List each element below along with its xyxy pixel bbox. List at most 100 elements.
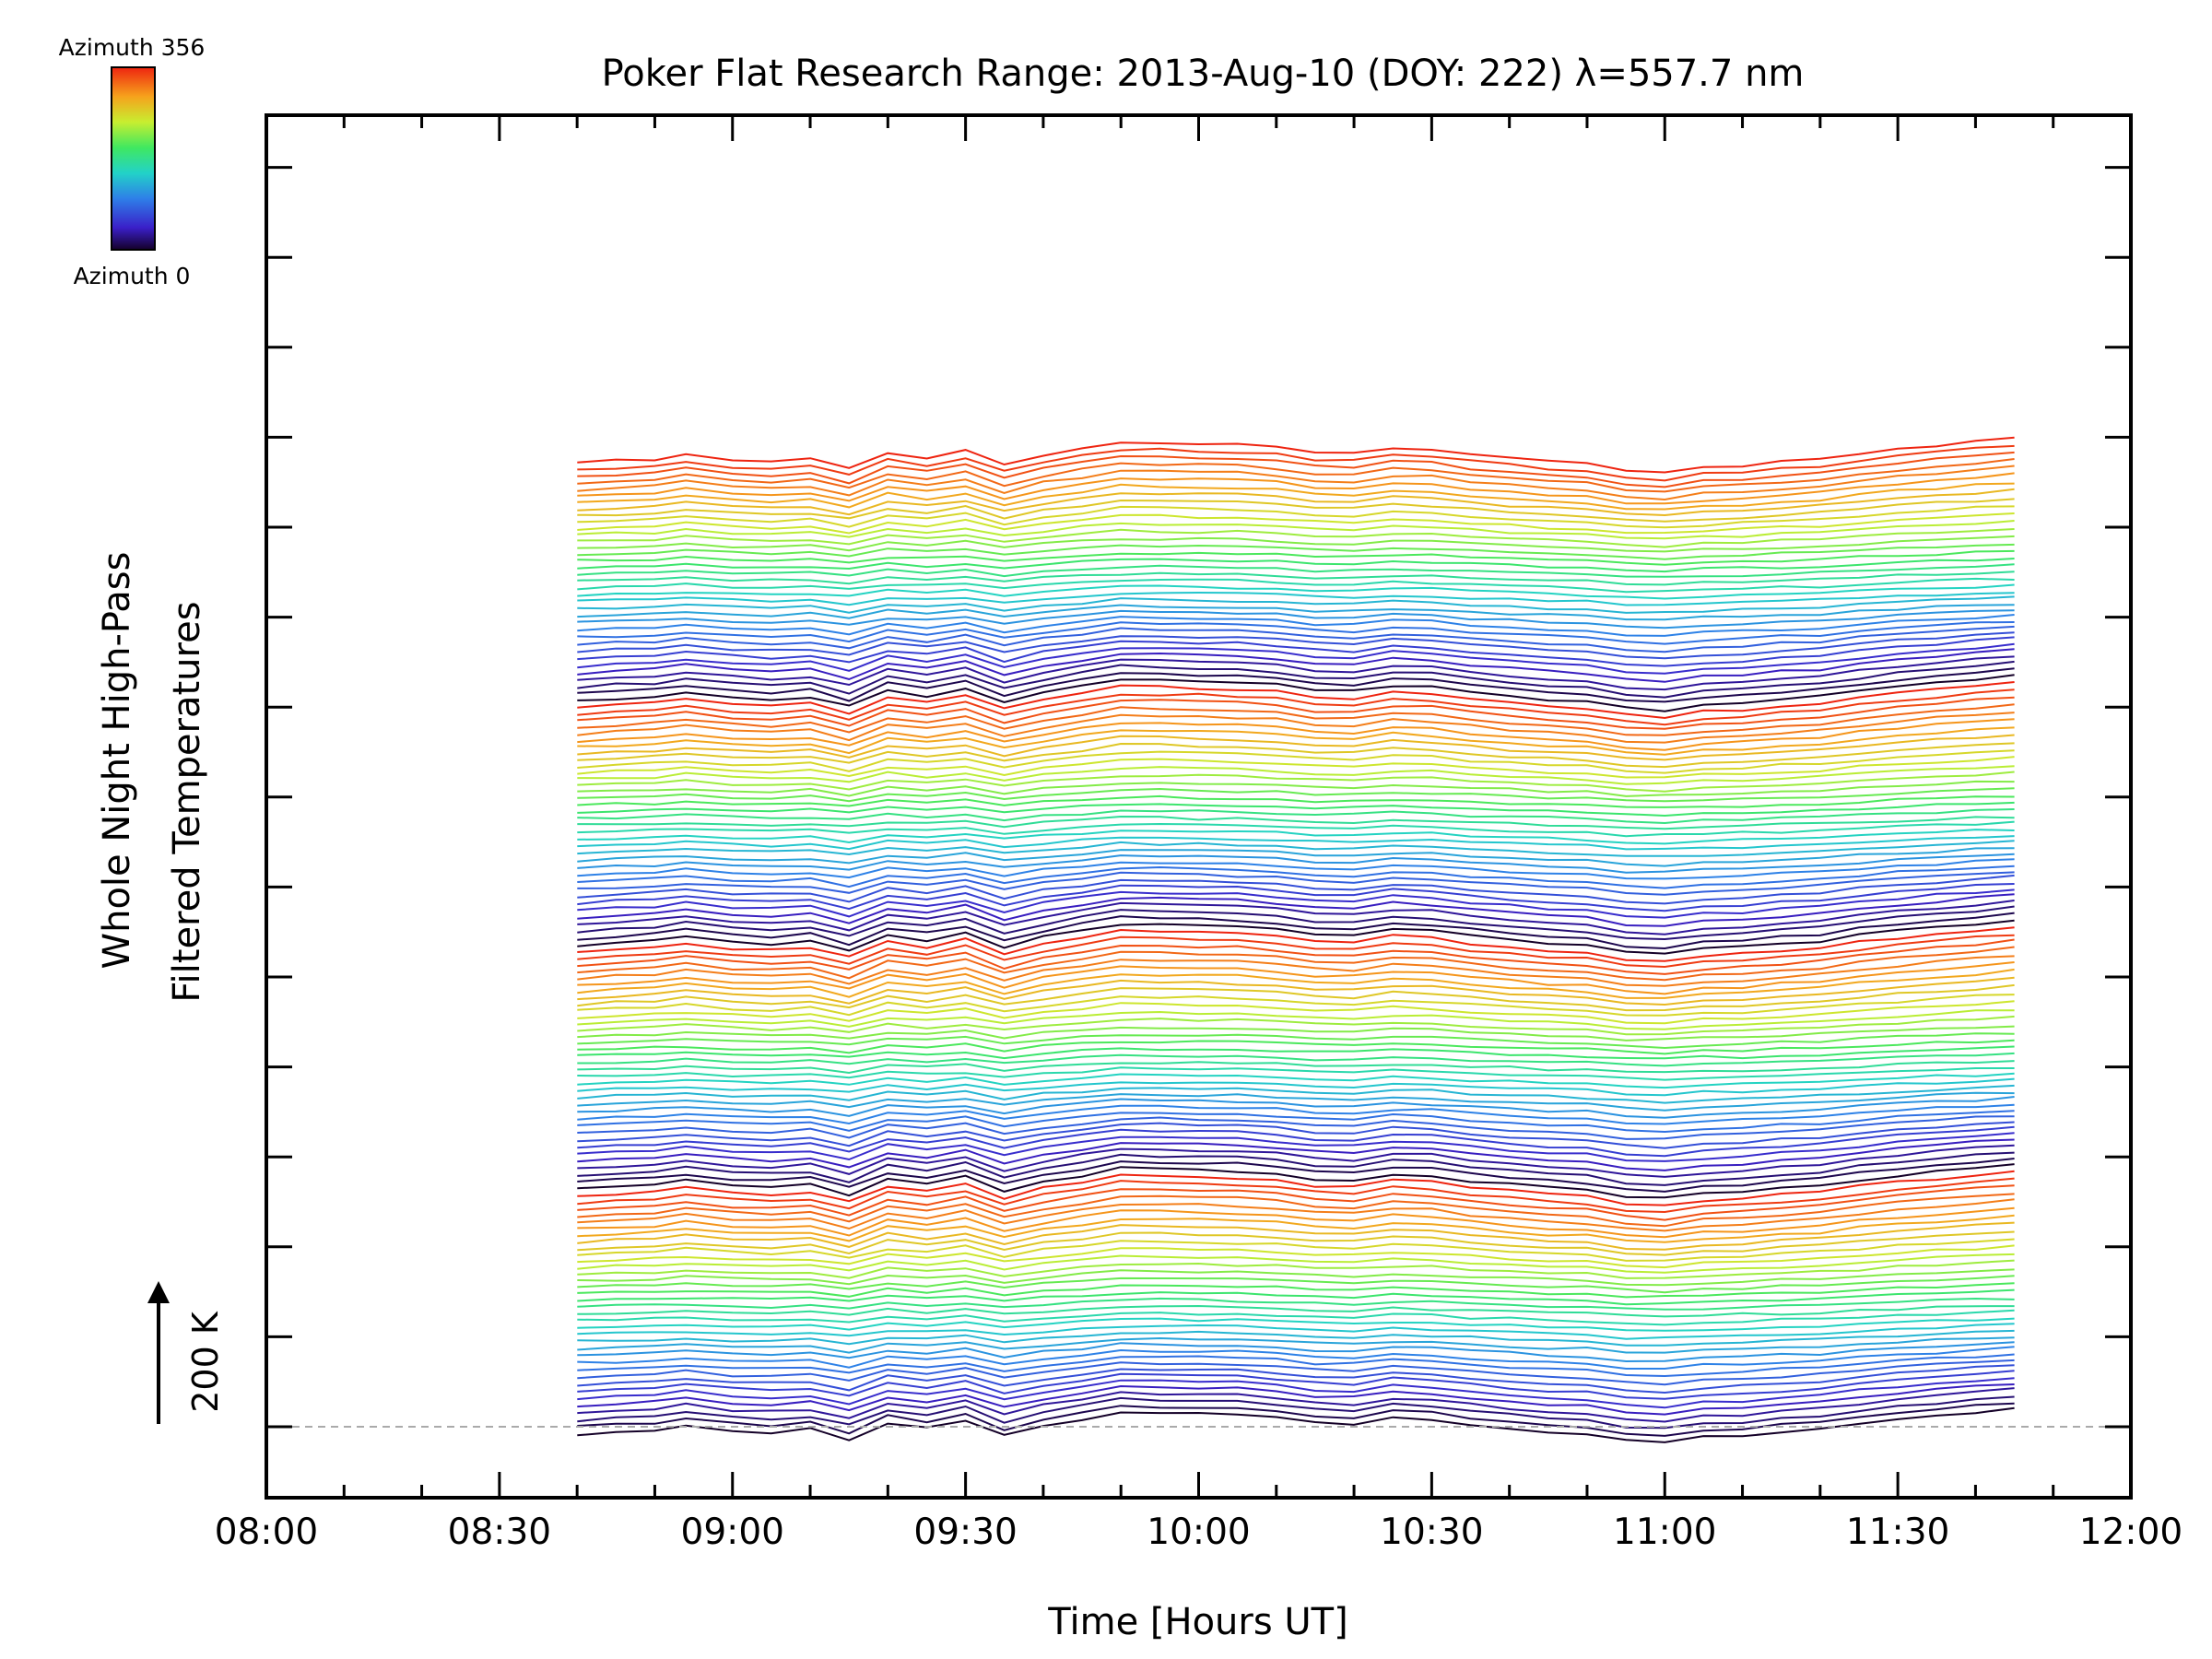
series-line	[577, 1193, 2015, 1228]
series-line	[577, 558, 2015, 573]
series-line	[577, 1115, 2015, 1140]
series-line	[577, 1125, 2015, 1158]
series-line	[577, 1297, 2015, 1311]
series-line	[577, 591, 2015, 606]
series-line	[577, 1144, 2015, 1178]
series-line	[577, 1353, 2015, 1378]
series-line	[577, 858, 2015, 880]
series-line	[577, 718, 2015, 751]
series-line	[577, 625, 2015, 653]
series-line	[577, 1282, 2015, 1299]
series-line	[577, 436, 2015, 474]
x-tick-label: 08:30	[448, 1512, 551, 1553]
series-line	[577, 1045, 2015, 1060]
series-line	[577, 1170, 2015, 1206]
series-line	[577, 674, 2015, 712]
series-line	[577, 482, 2015, 511]
series-line	[577, 660, 2015, 699]
series-line	[577, 1066, 2015, 1081]
series-line	[577, 712, 2015, 744]
series-line	[577, 983, 2015, 1012]
series-line	[577, 1177, 2015, 1214]
series-line	[577, 1138, 2015, 1171]
series-line	[577, 631, 2015, 660]
series-line	[577, 1259, 2015, 1279]
series-line	[577, 726, 2015, 756]
series-line	[577, 888, 2015, 919]
series-line	[577, 1387, 2015, 1423]
series-line	[577, 926, 2015, 962]
series-line	[577, 444, 2015, 482]
series-line	[577, 1198, 2015, 1232]
series-layer	[577, 436, 2015, 1443]
series-line	[577, 847, 2015, 867]
series-line	[577, 820, 2015, 838]
series-line	[577, 1077, 2015, 1097]
series-line	[577, 451, 2015, 488]
x-tick-label: 11:00	[1613, 1512, 1716, 1553]
series-line	[577, 835, 2015, 851]
x-tick-label: 10:00	[1147, 1512, 1250, 1553]
scale-bar: 200 K	[147, 1281, 226, 1424]
series-line	[577, 865, 2015, 889]
series-line	[577, 994, 2015, 1017]
series-line	[577, 840, 2015, 857]
series-line	[577, 976, 2015, 1006]
series-line	[577, 1323, 2015, 1340]
colorbar-bottom-label: Azimuth 0	[74, 263, 191, 289]
series-line	[577, 642, 2015, 675]
series-line	[577, 1359, 2015, 1386]
series-line	[577, 765, 2015, 785]
series-line	[577, 1317, 2015, 1332]
series-line	[577, 520, 2015, 540]
scale-bar-arrowhead	[147, 1281, 170, 1303]
colorbar-top-label: Azimuth 356	[59, 34, 206, 61]
series-line	[577, 780, 2015, 797]
series-line	[577, 808, 2015, 825]
series-line	[577, 1015, 2015, 1036]
series-line	[577, 1000, 2015, 1025]
series-line	[577, 1230, 2015, 1256]
series-line	[577, 801, 2015, 818]
series-line	[577, 1032, 2015, 1050]
series-line	[577, 955, 2015, 987]
x-tick-label: 10:30	[1380, 1512, 1483, 1553]
series-line	[577, 543, 2015, 560]
series-line	[577, 563, 2015, 578]
series-line	[577, 512, 2015, 535]
series-line	[577, 595, 2015, 614]
series-line	[577, 1268, 2015, 1287]
colorbar	[111, 66, 156, 251]
y-axis-label-line2: Filtered Temperatures	[166, 601, 208, 1002]
series-line	[577, 1406, 2015, 1443]
series-line	[577, 1275, 2015, 1294]
series-line	[577, 681, 2015, 720]
series-line	[577, 871, 2015, 896]
series-line	[577, 1214, 2015, 1243]
series-line	[577, 1072, 2015, 1089]
series-line	[577, 1110, 2015, 1134]
series-line	[577, 498, 2015, 523]
chart-title: Poker Flat Research Range: 2013-Aug-10 (…	[602, 53, 1805, 95]
series-line	[577, 577, 2015, 594]
series-line	[577, 900, 2015, 935]
x-tick-label: 09:00	[681, 1512, 784, 1553]
series-line	[577, 756, 2015, 779]
series-line	[577, 703, 2015, 736]
series-line	[577, 1288, 2015, 1306]
series-line	[577, 946, 2015, 982]
series-line	[577, 734, 2015, 761]
series-line	[577, 1383, 2015, 1416]
series-line	[577, 1364, 2015, 1394]
series-line	[577, 688, 2015, 726]
series-line	[577, 667, 2015, 703]
series-line	[577, 1060, 2015, 1075]
series-line	[577, 614, 2015, 637]
series-line	[577, 1163, 2015, 1199]
series-line	[577, 1244, 2015, 1269]
x-tick-label: 08:00	[215, 1512, 318, 1553]
series-line	[577, 968, 2015, 999]
series-line	[577, 1103, 2015, 1125]
series-line	[577, 655, 2015, 691]
